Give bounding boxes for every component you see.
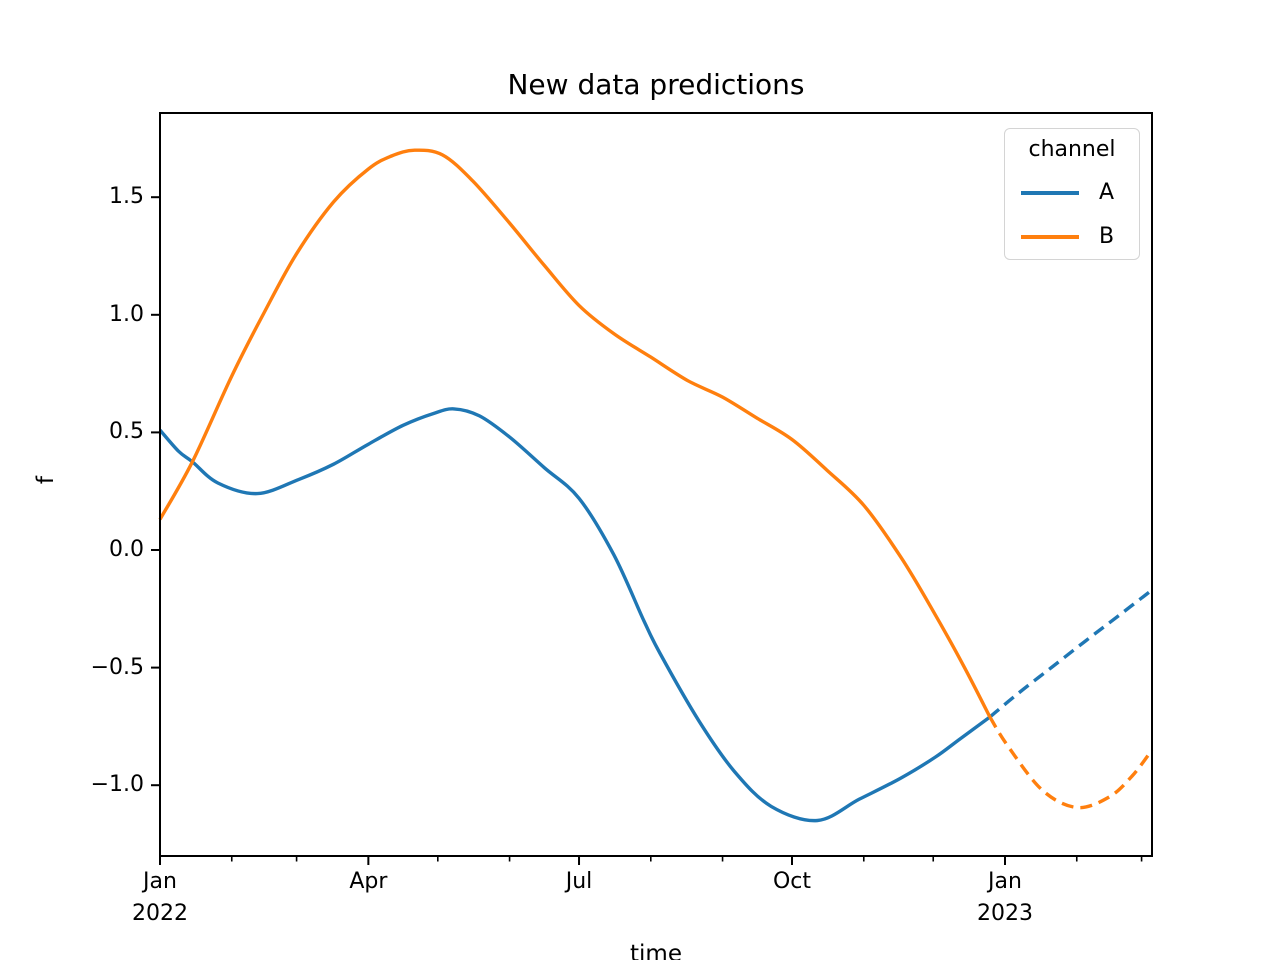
line-a-predicted [988, 588, 1154, 719]
line-a-observed [158, 407, 991, 823]
legend-entry-b: B [1005, 215, 1139, 259]
y-tick-label: 1.5 [109, 184, 144, 210]
y-tick-label: −1.0 [90, 772, 144, 798]
legend-line-swatch-a [1021, 191, 1079, 195]
y-tick-label: 0.5 [109, 419, 144, 445]
x-tick-label: Jan 2022 [132, 869, 188, 926]
x-tick-label: Oct [772, 869, 812, 894]
x-tick-label: Jan 2023 [976, 869, 1033, 926]
legend-label-a: A [1099, 180, 1115, 205]
x-tick-label: Apr [349, 869, 388, 894]
legend-label-b: B [1099, 224, 1115, 249]
legend-entry-a: A [1005, 171, 1139, 215]
y-axis-label: f [33, 475, 59, 485]
plot-border [159, 112, 1153, 857]
series-lines [158, 148, 1154, 823]
y-tick-label: 1.0 [109, 301, 144, 327]
y-tick-label: 0.0 [109, 537, 144, 562]
chart-title: New data predictions [507, 68, 805, 101]
legend-title: channel [1028, 137, 1116, 162]
line-b-observed [158, 148, 992, 718]
x-tick-label: Jul [565, 869, 593, 894]
x-axis-label: time [630, 941, 682, 960]
y-tick-label: −0.5 [90, 654, 144, 680]
legend-line-swatch-b [1021, 235, 1079, 239]
legend: channel A B [1004, 128, 1140, 260]
line-b-predicted [988, 716, 1154, 810]
